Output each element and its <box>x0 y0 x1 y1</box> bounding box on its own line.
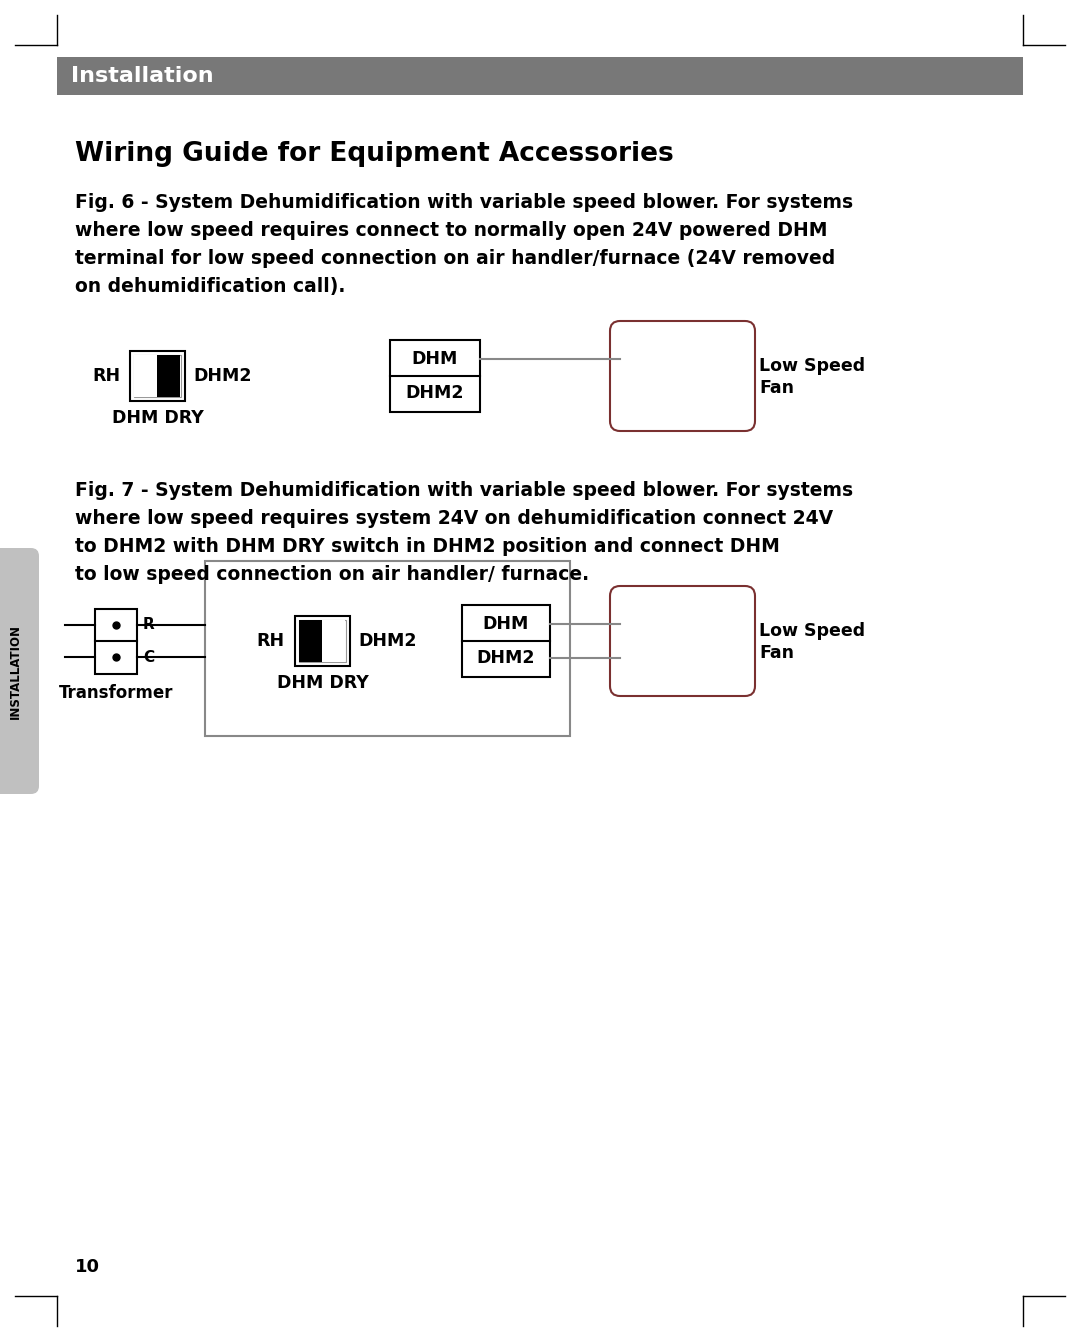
Text: Transformer: Transformer <box>58 684 173 701</box>
Bar <box>390 341 480 412</box>
Text: on dehumidification call).: on dehumidification call). <box>75 278 346 296</box>
Bar <box>295 616 350 666</box>
Text: DHM: DHM <box>483 616 529 633</box>
Text: DHM: DHM <box>411 350 458 367</box>
Bar <box>57 58 1023 95</box>
Text: Fan: Fan <box>759 644 794 662</box>
Text: DHM2: DHM2 <box>406 384 464 402</box>
Bar <box>95 609 137 673</box>
Text: DHM DRY: DHM DRY <box>111 409 203 426</box>
Bar <box>134 355 157 397</box>
Text: Wiring Guide for Equipment Accessories: Wiring Guide for Equipment Accessories <box>75 141 674 168</box>
Text: where low speed requires connect to normally open 24V powered DHM: where low speed requires connect to norm… <box>75 221 827 240</box>
Text: Low Speed: Low Speed <box>759 357 865 375</box>
Text: RH: RH <box>257 632 285 650</box>
Text: terminal for low speed connection on air handler/furnace (24V removed: terminal for low speed connection on air… <box>75 249 835 268</box>
Text: DHM2: DHM2 <box>357 632 417 650</box>
Bar <box>322 620 345 662</box>
Text: where low speed requires system 24V on dehumidification connect 24V: where low speed requires system 24V on d… <box>75 510 833 528</box>
Bar <box>299 620 346 662</box>
Text: Fig. 6 - System Dehumidification with variable speed blower. For systems: Fig. 6 - System Dehumidification with va… <box>75 193 853 212</box>
Text: Fig. 7 - System Dehumidification with variable speed blower. For systems: Fig. 7 - System Dehumidification with va… <box>75 481 853 500</box>
Text: Low Speed: Low Speed <box>759 622 865 640</box>
Text: Fan: Fan <box>759 380 794 397</box>
Bar <box>134 355 181 397</box>
Text: to DHM2 with DHM DRY switch in DHM2 position and connect DHM: to DHM2 with DHM DRY switch in DHM2 posi… <box>75 536 780 557</box>
Text: DHM2: DHM2 <box>476 649 536 666</box>
Text: C: C <box>143 650 154 665</box>
Bar <box>130 351 185 401</box>
Text: R: R <box>143 617 154 632</box>
Bar <box>462 605 550 677</box>
FancyBboxPatch shape <box>610 586 755 696</box>
Text: INSTALLATION: INSTALLATION <box>9 624 22 719</box>
FancyBboxPatch shape <box>0 548 39 794</box>
Text: Installation: Installation <box>71 66 214 86</box>
Text: 10: 10 <box>75 1258 100 1277</box>
Bar <box>157 355 180 397</box>
Bar <box>205 561 570 736</box>
Text: to low speed connection on air handler/ furnace.: to low speed connection on air handler/ … <box>75 565 589 583</box>
Text: DHM2: DHM2 <box>193 367 252 385</box>
Text: DHM DRY: DHM DRY <box>276 675 368 692</box>
Text: RH: RH <box>92 367 120 385</box>
Bar <box>299 620 322 662</box>
FancyBboxPatch shape <box>610 320 755 430</box>
